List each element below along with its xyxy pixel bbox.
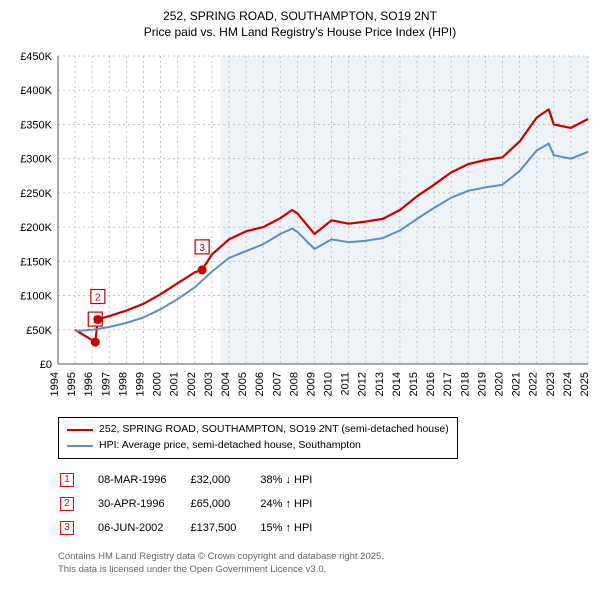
sale-price: £137,500: [190, 517, 258, 539]
svg-text:2009: 2009: [305, 372, 317, 396]
svg-text:2007: 2007: [271, 372, 283, 396]
sale-date: 06-JUN-2002: [98, 517, 188, 539]
svg-text:1998: 1998: [117, 372, 129, 396]
legend-item: 252, SPRING ROAD, SOUTHAMPTON, SO19 2NT …: [67, 422, 449, 438]
sale-date: 30-APR-1996: [98, 493, 188, 515]
svg-text:2005: 2005: [237, 372, 249, 396]
svg-text:£50K: £50K: [26, 325, 52, 337]
svg-text:2006: 2006: [254, 372, 266, 396]
svg-text:2000: 2000: [152, 372, 164, 396]
sale-price: £32,000: [190, 469, 258, 491]
attribution: Contains HM Land Registry data © Crown c…: [58, 551, 590, 577]
svg-text:2010: 2010: [323, 372, 335, 396]
svg-text:£350K: £350K: [20, 120, 52, 132]
sales-table: 108-MAR-1996£32,00038% ↓ HPI230-APR-1996…: [58, 467, 336, 541]
svg-text:1996: 1996: [83, 372, 95, 396]
svg-text:2012: 2012: [357, 372, 369, 396]
svg-text:2: 2: [95, 293, 101, 304]
svg-text:2011: 2011: [340, 372, 352, 396]
legend: 252, SPRING ROAD, SOUTHAMPTON, SO19 2NT …: [58, 417, 458, 459]
svg-text:2021: 2021: [511, 372, 523, 396]
chart-title: 252, SPRING ROAD, SOUTHAMPTON, SO19 2NT …: [10, 8, 590, 40]
legend-label: 252, SPRING ROAD, SOUTHAMPTON, SO19 2NT …: [99, 422, 449, 438]
title-line2: Price paid vs. HM Land Registry's House …: [10, 24, 590, 40]
svg-text:£200K: £200K: [20, 222, 52, 234]
table-row: 306-JUN-2002£137,50015% ↑ HPI: [60, 517, 334, 539]
svg-text:2004: 2004: [220, 372, 232, 396]
sale-marker: 3: [60, 517, 96, 539]
legend-swatch: [67, 445, 93, 447]
attribution-line: This data is licensed under the Open Gov…: [58, 564, 590, 577]
svg-text:2025: 2025: [579, 372, 590, 396]
sale-delta: 24% ↑ HPI: [260, 493, 334, 515]
svg-text:£250K: £250K: [20, 188, 52, 200]
svg-text:1994: 1994: [49, 372, 61, 396]
svg-text:£400K: £400K: [20, 86, 52, 98]
svg-text:2013: 2013: [374, 372, 386, 396]
sale-delta: 15% ↑ HPI: [260, 517, 334, 539]
svg-text:2002: 2002: [186, 372, 198, 396]
svg-text:2008: 2008: [288, 372, 300, 396]
legend-label: HPI: Average price, semi-detached house,…: [99, 438, 361, 454]
sale-date: 08-MAR-1996: [98, 469, 188, 491]
legend-item: HPI: Average price, semi-detached house,…: [67, 438, 449, 454]
svg-text:2003: 2003: [203, 372, 215, 396]
sale-marker: 1: [60, 469, 96, 491]
svg-text:£0: £0: [40, 359, 52, 371]
svg-text:2019: 2019: [476, 372, 488, 396]
svg-text:2014: 2014: [391, 372, 403, 396]
svg-text:3: 3: [199, 243, 205, 254]
line-chart[interactable]: £0 £50K £100K £150K £200K £250K £300K £350K £400…: [10, 46, 590, 406]
svg-text:2023: 2023: [545, 372, 557, 396]
svg-text:£100K: £100K: [20, 291, 52, 303]
sale-delta: 38% ↓ HPI: [260, 469, 334, 491]
title-line1: 252, SPRING ROAD, SOUTHAMPTON, SO19 2NT: [10, 8, 590, 24]
svg-text:2015: 2015: [408, 372, 420, 396]
table-row: 108-MAR-1996£32,00038% ↓ HPI: [60, 469, 334, 491]
svg-text:1999: 1999: [134, 372, 146, 396]
sale-marker: 2: [60, 493, 96, 515]
svg-text:£450K: £450K: [20, 51, 52, 63]
svg-text:1995: 1995: [66, 372, 78, 396]
table-row: 230-APR-1996£65,00024% ↑ HPI: [60, 493, 334, 515]
svg-text:2016: 2016: [425, 372, 437, 396]
svg-text:2001: 2001: [169, 372, 181, 396]
sale-price: £65,000: [190, 493, 258, 515]
svg-text:2024: 2024: [562, 372, 574, 396]
svg-text:2022: 2022: [528, 372, 540, 396]
svg-text:1997: 1997: [100, 372, 112, 396]
svg-text:2017: 2017: [442, 372, 454, 396]
svg-text:£300K: £300K: [20, 154, 52, 166]
svg-text:2020: 2020: [494, 372, 506, 396]
svg-text:£150K: £150K: [20, 257, 52, 269]
legend-swatch: [67, 429, 93, 431]
chart-area: £0 £50K £100K £150K £200K £250K £300K £350K £400…: [10, 46, 590, 411]
attribution-line: Contains HM Land Registry data © Crown c…: [58, 551, 590, 564]
svg-text:2018: 2018: [459, 372, 471, 396]
